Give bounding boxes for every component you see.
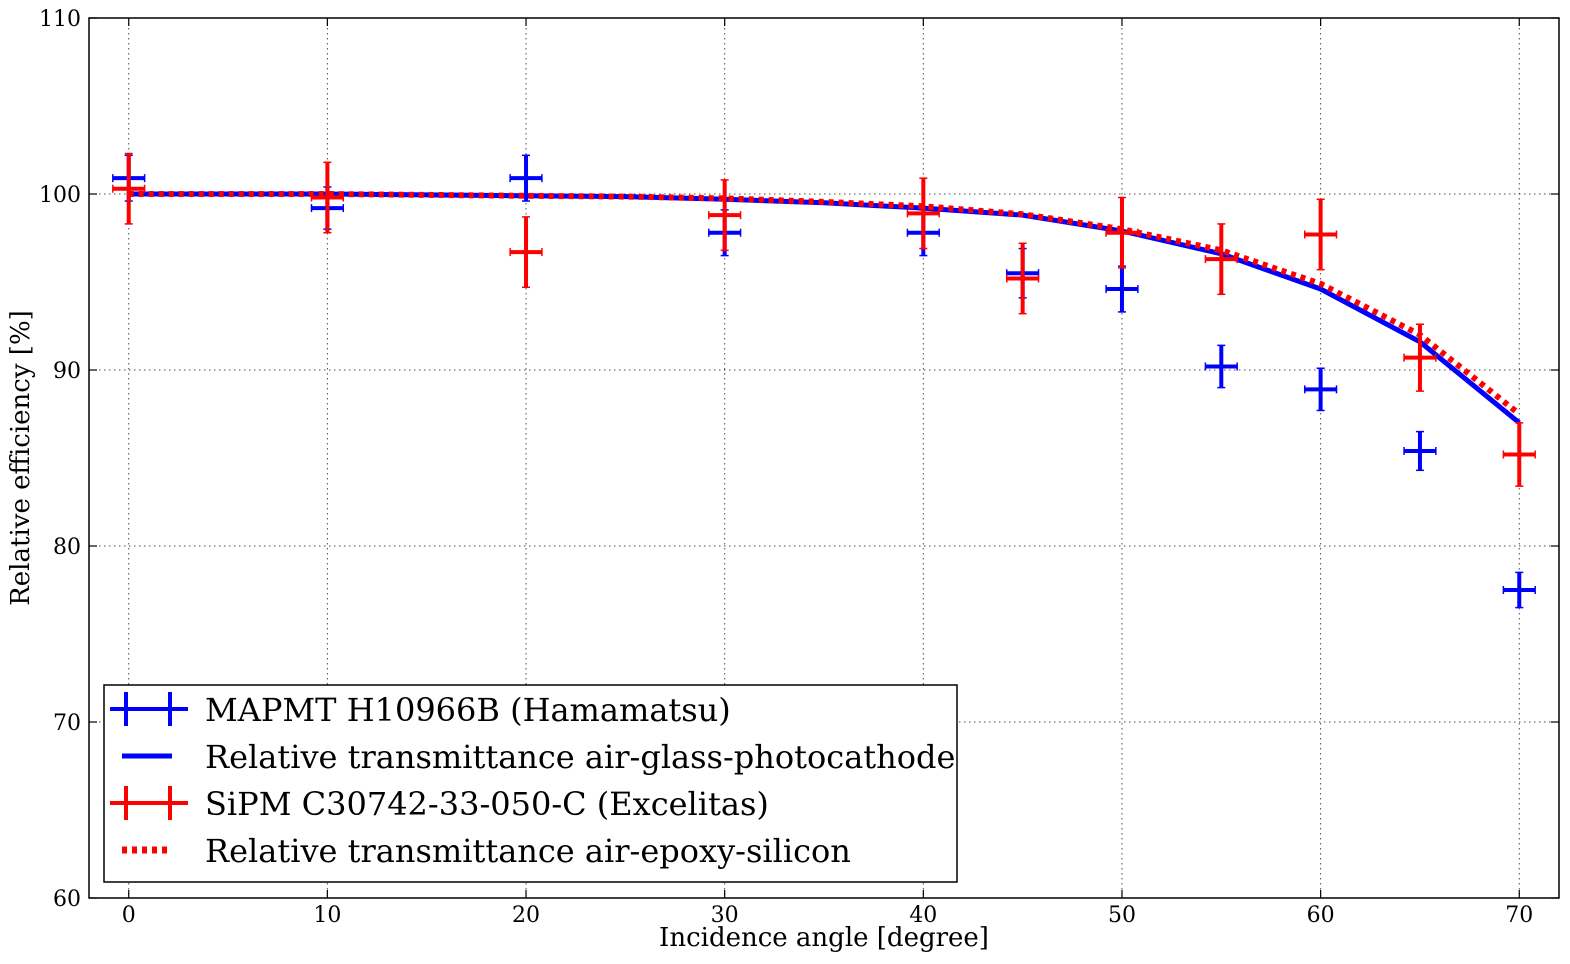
x-tick-label: 10 [313,903,341,928]
data-point-2 [1204,223,1238,296]
data-point-0 [1204,344,1238,389]
series-line-3 [128,191,1522,417]
x-tick-label: 50 [1108,903,1136,928]
y-tick-label: 80 [53,535,81,560]
data-point-2 [1303,198,1338,271]
y-tick-label: 110 [39,7,81,32]
data-point-0 [1403,430,1437,472]
x-axis-label: Incidence angle [degree] [659,923,989,953]
data-point-0 [1105,265,1139,313]
data-point-2 [112,152,146,225]
x-tick-label: 30 [711,903,739,928]
data-point-2 [708,179,742,252]
legend-label-sipm: SiPM C30742-33-050-C (Excelitas) [205,785,769,823]
legend-box [103,684,958,883]
legend-marker-0 [110,692,188,726]
plot-frame [88,17,1560,899]
data-point-0 [509,154,543,202]
legend: MAPMT H10966B (Hamamatsu) Relative trans… [103,684,958,883]
data-point-2 [1403,323,1437,392]
y-tick-label: 70 [53,711,81,736]
legend-label-mapmt: MAPMT H10966B (Hamamatsu) [205,691,731,729]
y-tick-label: 90 [53,359,81,384]
data-point-2 [509,216,543,289]
legend-label-epoxy-line: Relative transmittance air-epoxy-silicon [205,832,851,870]
plot-series [112,152,1536,609]
y-axis-label: Relative efficiency [%] [6,310,36,606]
data-point-2 [906,177,940,250]
x-tick-label: 40 [909,903,937,928]
y-tick-label: 100 [39,183,81,208]
x-tick-label: 0 [122,903,136,928]
data-point-0 [1502,571,1536,609]
legend-marker-2 [110,786,188,820]
axis-ticks: 0 10 20 30 40 50 60 70 60 70 80 90 100 110 [39,7,1559,928]
legend-label-glass-line: Relative transmittance air-glass-photoca… [205,738,955,776]
x-tick-label: 20 [512,903,540,928]
x-tick-label: 70 [1505,903,1533,928]
data-point-2 [310,161,345,234]
data-point-2 [1105,196,1139,269]
data-point-2 [1502,422,1536,487]
y-tick-label: 60 [53,887,81,912]
x-tick-label: 60 [1307,903,1335,928]
data-point-0 [1303,367,1338,412]
data-point-2 [1006,242,1040,315]
